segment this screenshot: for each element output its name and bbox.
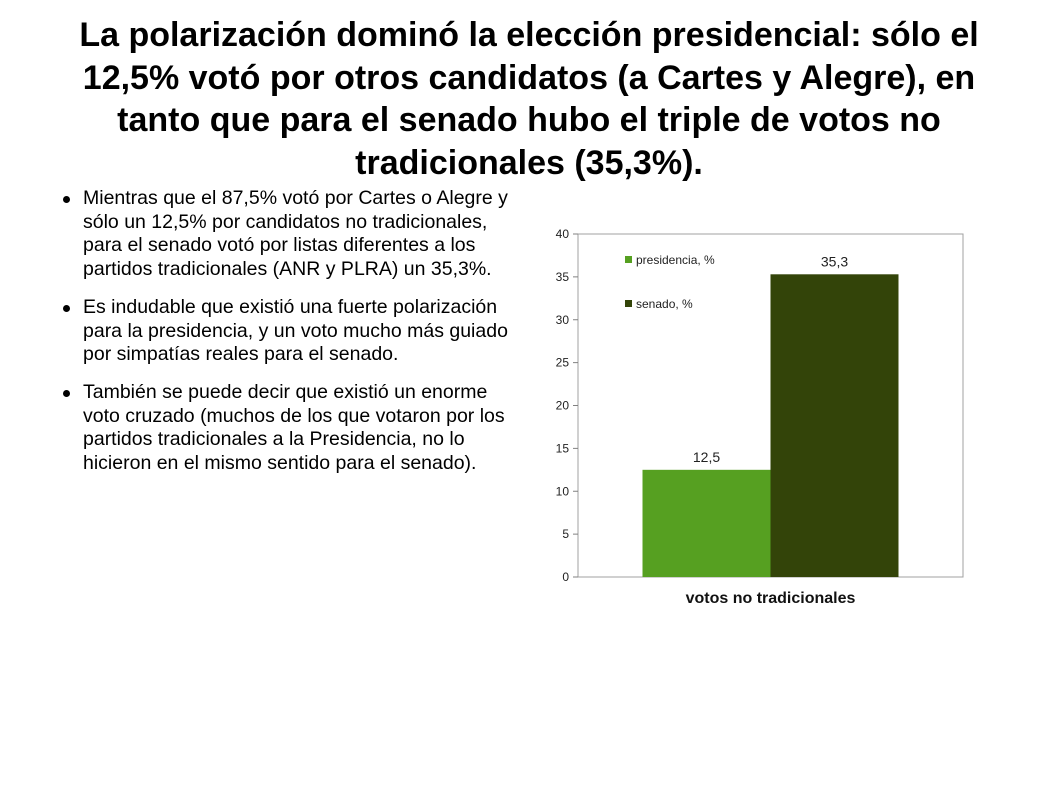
legend-swatch — [625, 256, 632, 263]
legend-label: senado, % — [636, 297, 693, 311]
bullet-text: Mientras que el 87,5% votó por Cartes o … — [83, 187, 508, 281]
bullet-dot-icon — [63, 304, 70, 312]
bullet-dot-icon — [63, 196, 70, 203]
y-tick-label: 10 — [556, 484, 570, 498]
data-label: 12,5 — [693, 449, 720, 465]
y-tick-label: 40 — [556, 227, 570, 241]
bullet-item: Mientras que el 87,5% votó por Cartes o … — [56, 187, 512, 282]
bullet-list: Mientras que el 87,5% votó por Cartes o … — [56, 187, 512, 490]
bullet-item: También se puede decir que existió un en… — [56, 381, 512, 476]
bullet-text: Es indudable que existió una fuerte pola… — [83, 295, 508, 366]
y-tick-label: 5 — [562, 527, 569, 541]
chart-svg: 0 5 10 15 20 25 30 35 40 12,5 35,3 votos no tradici… — [556, 227, 964, 607]
y-tick-label: 0 — [562, 570, 569, 584]
bullet-text: También se puede decir que existió un en… — [83, 380, 505, 475]
bullet-item: Es indudable que existió una fuerte pola… — [56, 296, 512, 367]
y-tick-label: 25 — [556, 356, 570, 370]
bar — [770, 274, 899, 577]
x-category-label: votos no tradicionales — [686, 590, 856, 607]
y-tick-label: 15 — [556, 441, 570, 455]
slide-title: La polarización dominó la elección presi… — [79, 16, 979, 182]
legend-label: presidencia, % — [636, 253, 715, 267]
y-tick-label: 20 — [556, 399, 570, 413]
bullet-dot-icon — [63, 389, 70, 397]
bar-chart: 0 5 10 15 20 25 30 35 40 12,5 35,3 votos no tradici… — [540, 210, 990, 615]
y-tick-label: 30 — [556, 313, 570, 327]
y-tick-label: 35 — [556, 270, 570, 284]
data-label: 35,3 — [821, 253, 848, 269]
bar — [642, 469, 771, 577]
legend-swatch — [625, 300, 632, 307]
